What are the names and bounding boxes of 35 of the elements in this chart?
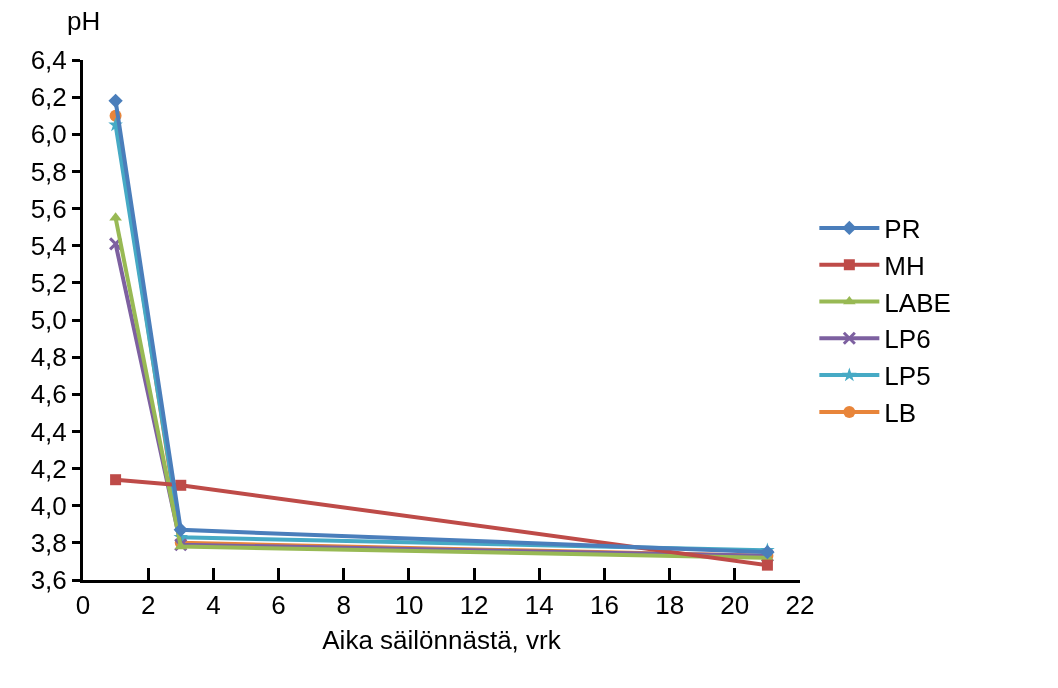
x-tick-label: 8 [336, 590, 351, 621]
x-tick-label: 20 [720, 590, 750, 621]
x-tick-label: 16 [589, 590, 619, 621]
x-tick-label: 6 [271, 590, 286, 621]
x-tick-label: 0 [75, 590, 91, 621]
legend-label: LP6 [884, 324, 931, 355]
y-tick-label: 4,8 [30, 342, 67, 373]
y-tick-label: 4,0 [30, 490, 67, 521]
y-tick-label: 3,8 [30, 527, 67, 558]
y-tick-label: 5,6 [30, 193, 67, 224]
legend-label: LB [884, 398, 917, 429]
y-tick-label: 4,4 [30, 416, 67, 447]
y-tick-label: 4,2 [30, 453, 67, 484]
x-tick-label: 10 [394, 590, 424, 621]
x-tick-label: 12 [459, 590, 489, 621]
x-axis-title: Aika säilönnästä, vrk [322, 624, 562, 655]
y-tick-label: 3,6 [30, 565, 67, 596]
y-tick-label: 4,6 [30, 379, 67, 410]
legend-label: LP5 [884, 361, 931, 392]
y-tick-label: 5,0 [30, 305, 67, 336]
x-tick-label: 4 [206, 590, 221, 621]
y-tick-label: 5,8 [30, 156, 67, 187]
y-axis-title: pH [67, 6, 101, 36]
x-tick-label: 18 [655, 590, 685, 621]
y-tick-label: 6,2 [30, 82, 67, 113]
x-tick-label: 22 [785, 590, 815, 621]
x-tick-label: 2 [140, 590, 156, 621]
x-tick-label: 14 [524, 590, 554, 621]
legend-label: PR [884, 214, 921, 245]
legend-label: MH [884, 250, 925, 281]
y-tick-label: 5,4 [30, 230, 67, 261]
y-tick-label: 5,2 [30, 267, 67, 298]
legend-label: LABE [884, 287, 951, 318]
y-tick-label: 6,4 [30, 45, 67, 76]
y-tick-label: 6,0 [30, 119, 67, 150]
